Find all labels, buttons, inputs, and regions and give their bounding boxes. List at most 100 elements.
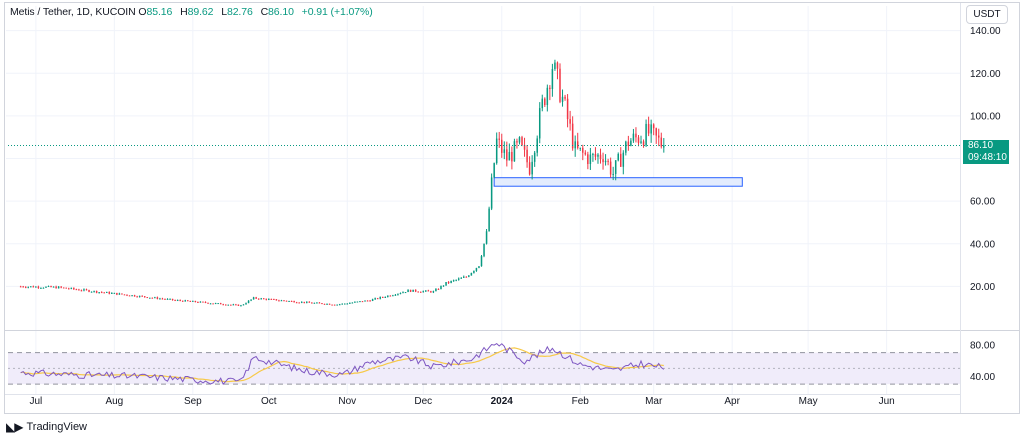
candle-body[interactable] xyxy=(402,292,404,294)
candle-body[interactable] xyxy=(551,68,554,90)
candle-body[interactable] xyxy=(62,287,65,289)
candle-body[interactable] xyxy=(184,300,187,302)
candle-body[interactable] xyxy=(597,154,599,157)
candle-body[interactable] xyxy=(500,139,503,153)
candle-body[interactable] xyxy=(328,303,331,305)
candle-body[interactable] xyxy=(268,298,270,300)
candle-body[interactable] xyxy=(571,123,574,149)
candle-body[interactable] xyxy=(538,108,541,139)
candle-body[interactable] xyxy=(300,301,303,303)
candle-body[interactable] xyxy=(589,154,592,165)
candle-body[interactable] xyxy=(111,292,113,294)
candle-body[interactable] xyxy=(316,302,318,304)
candle-body[interactable] xyxy=(179,300,181,302)
candle-body[interactable] xyxy=(437,288,440,290)
candle-body[interactable] xyxy=(490,177,493,209)
candle-body[interactable] xyxy=(414,289,417,292)
candle-body[interactable] xyxy=(40,287,42,289)
candle-body[interactable] xyxy=(485,231,488,244)
candle-body[interactable] xyxy=(473,270,475,273)
candle-body[interactable] xyxy=(318,302,321,304)
candle-body[interactable] xyxy=(574,141,576,149)
candle-body[interactable] xyxy=(65,287,67,289)
candle-body[interactable] xyxy=(516,141,518,143)
candle-body[interactable] xyxy=(650,124,652,134)
candle-body[interactable] xyxy=(88,290,90,292)
candle-body[interactable] xyxy=(303,301,306,303)
candle-body[interactable] xyxy=(652,124,655,129)
candle-body[interactable] xyxy=(83,289,85,291)
candle-body[interactable] xyxy=(440,285,442,290)
candle-body[interactable] xyxy=(30,286,32,288)
candle-body[interactable] xyxy=(278,300,280,302)
candle-body[interactable] xyxy=(207,302,209,304)
candle-body[interactable] xyxy=(224,304,227,306)
candle-body[interactable] xyxy=(349,302,351,304)
candle-body[interactable] xyxy=(612,173,614,175)
candle-body[interactable] xyxy=(290,300,293,302)
candle-body[interactable] xyxy=(22,286,24,288)
candle-body[interactable] xyxy=(508,151,511,161)
candle-body[interactable] xyxy=(447,282,450,284)
candle-body[interactable] xyxy=(655,128,657,136)
candle-body[interactable] xyxy=(637,137,640,143)
candle-body[interactable] xyxy=(192,300,194,302)
candle-body[interactable] xyxy=(176,300,179,302)
candle-body[interactable] xyxy=(587,154,589,165)
candle-body[interactable] xyxy=(164,298,166,300)
candle-body[interactable] xyxy=(138,295,141,297)
legend-symbol[interactable]: Metis / Tether, 1D, KUCOIN xyxy=(10,6,136,18)
candle-body[interactable] xyxy=(306,301,308,303)
candle-body[interactable] xyxy=(356,301,359,303)
candle-body[interactable] xyxy=(425,290,427,292)
candle-body[interactable] xyxy=(457,278,460,280)
candle-body[interactable] xyxy=(154,297,156,299)
candle-body[interactable] xyxy=(584,152,587,155)
candle-body[interactable] xyxy=(80,290,83,292)
candle-body[interactable] xyxy=(27,286,30,288)
candle-body[interactable] xyxy=(533,152,536,162)
candle-body[interactable] xyxy=(105,291,108,293)
candle-body[interactable] xyxy=(98,292,100,294)
candle-body[interactable] xyxy=(617,153,619,161)
candle-body[interactable] xyxy=(143,296,146,298)
candle-body[interactable] xyxy=(326,303,328,305)
candle-body[interactable] xyxy=(113,292,116,294)
candle-body[interactable] xyxy=(541,98,544,109)
candle-body[interactable] xyxy=(50,286,52,288)
candle-body[interactable] xyxy=(359,301,361,303)
candle-body[interactable] xyxy=(468,275,470,277)
candle-body[interactable] xyxy=(288,300,290,302)
candle-body[interactable] xyxy=(427,290,430,292)
candle-body[interactable] xyxy=(346,303,349,305)
candle-body[interactable] xyxy=(333,304,336,306)
candle-body[interactable] xyxy=(430,291,432,293)
candle-body[interactable] xyxy=(204,301,207,303)
candle-body[interactable] xyxy=(475,267,478,271)
candle-body[interactable] xyxy=(235,304,237,306)
candle-body[interactable] xyxy=(561,96,564,102)
candle-body[interactable] xyxy=(60,286,62,288)
candle-body[interactable] xyxy=(445,282,447,286)
candle-body[interactable] xyxy=(452,280,455,282)
candle-body[interactable] xyxy=(159,298,161,300)
candle-body[interactable] xyxy=(640,141,642,143)
candle-body[interactable] xyxy=(379,296,381,299)
candle-body[interactable] xyxy=(493,163,495,178)
candle-body[interactable] xyxy=(599,154,602,160)
candle-body[interactable] xyxy=(523,145,526,150)
candle-body[interactable] xyxy=(455,279,457,281)
candle-body[interactable] xyxy=(37,286,40,288)
candle-body[interactable] xyxy=(247,300,250,304)
candle-body[interactable] xyxy=(465,276,468,278)
candle-body[interactable] xyxy=(412,289,414,292)
candle-body[interactable] xyxy=(57,286,60,289)
candle-body[interactable] xyxy=(394,294,397,296)
candle-body[interactable] xyxy=(536,138,538,153)
candle-body[interactable] xyxy=(528,162,531,175)
candle-body[interactable] xyxy=(19,286,22,288)
candle-body[interactable] xyxy=(321,303,323,305)
candle-body[interactable] xyxy=(376,298,379,300)
candle-body[interactable] xyxy=(52,286,55,288)
support-zone-box[interactable] xyxy=(493,177,743,187)
